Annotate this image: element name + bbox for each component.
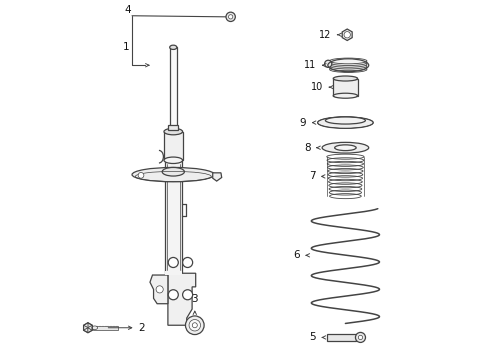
Text: 8: 8 [304,143,311,153]
Circle shape [168,290,178,300]
Ellipse shape [164,157,183,163]
Polygon shape [88,328,92,333]
Polygon shape [84,323,88,328]
FancyBboxPatch shape [333,78,358,96]
FancyBboxPatch shape [170,47,177,132]
Ellipse shape [170,45,177,49]
Polygon shape [88,325,92,330]
Ellipse shape [330,65,367,71]
Circle shape [186,316,204,334]
Circle shape [138,172,144,178]
Circle shape [168,257,178,267]
Circle shape [355,332,366,342]
Polygon shape [88,323,92,328]
Text: 4: 4 [124,5,131,15]
Ellipse shape [92,326,98,329]
Text: 9: 9 [299,118,306,128]
FancyBboxPatch shape [93,325,118,330]
Text: 2: 2 [138,323,145,333]
Text: 11: 11 [304,60,316,70]
Circle shape [183,257,193,267]
Text: 6: 6 [293,250,300,260]
Polygon shape [84,328,88,333]
Ellipse shape [335,145,356,150]
Ellipse shape [330,67,367,72]
Circle shape [344,32,350,38]
Circle shape [358,335,363,339]
Ellipse shape [333,93,358,98]
Text: 3: 3 [192,294,198,305]
Ellipse shape [330,63,367,69]
Polygon shape [213,173,221,181]
Ellipse shape [330,62,367,67]
Polygon shape [150,275,168,304]
Circle shape [183,290,193,300]
Ellipse shape [318,117,373,129]
Ellipse shape [330,58,367,64]
Circle shape [192,323,197,328]
Polygon shape [342,29,352,41]
Polygon shape [327,334,356,341]
Circle shape [226,12,235,22]
Text: 1: 1 [123,42,129,52]
Circle shape [228,15,233,19]
Polygon shape [84,325,88,330]
Text: 12: 12 [319,30,331,40]
FancyBboxPatch shape [164,132,183,160]
Ellipse shape [164,129,183,135]
Text: 5: 5 [309,332,316,342]
Ellipse shape [132,167,215,182]
Ellipse shape [162,167,184,176]
Circle shape [324,60,332,67]
FancyBboxPatch shape [165,160,182,273]
FancyBboxPatch shape [165,271,182,275]
Ellipse shape [325,117,366,124]
Ellipse shape [322,142,368,153]
Text: 10: 10 [311,82,323,92]
Circle shape [189,319,200,331]
Ellipse shape [330,60,367,66]
FancyBboxPatch shape [168,125,178,130]
Ellipse shape [333,76,358,81]
Text: 7: 7 [309,171,315,181]
Polygon shape [168,273,196,325]
Circle shape [156,286,163,293]
